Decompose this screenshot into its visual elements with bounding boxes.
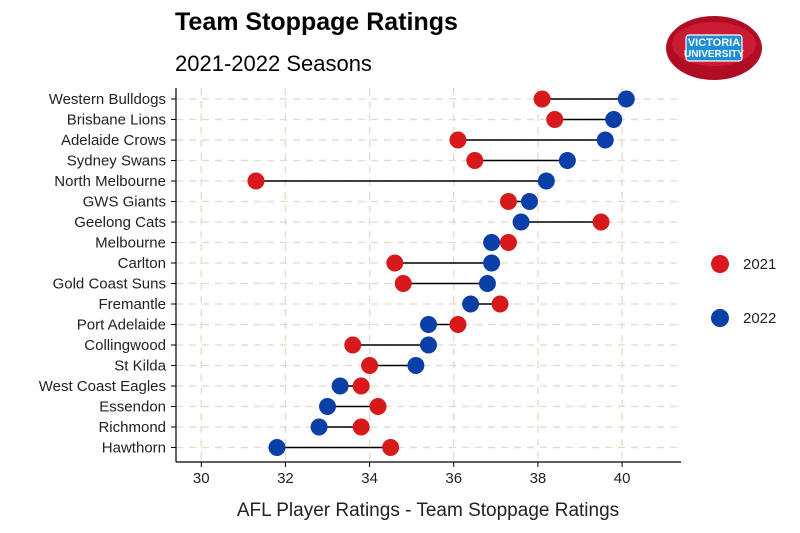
team-labels: Western Bulldogs Brisbane Lions Adelaide C… <box>39 91 167 457</box>
point-2021 <box>546 111 564 128</box>
point-2022 <box>617 90 635 108</box>
point-2022 <box>420 316 437 333</box>
dumbbell-segments <box>255 98 627 449</box>
logo-line1: VICTORIA <box>688 37 740 49</box>
team-label: Sydney Swans <box>67 153 166 170</box>
logo-line2: UNIVERSITY <box>684 49 744 60</box>
point-2021 <box>344 336 362 354</box>
point-2022 <box>310 418 328 436</box>
point-2021 <box>247 172 265 190</box>
point-2022 <box>420 336 437 354</box>
point-2021 <box>592 213 610 231</box>
point-2022 <box>483 254 501 272</box>
team-label: Gold Coast Suns <box>53 276 166 293</box>
point-2021 <box>466 152 484 169</box>
point-2021 <box>491 295 509 313</box>
team-label: Brisbane Lions <box>67 112 166 129</box>
point-2022 <box>407 357 425 374</box>
team-label: Fremantle <box>98 296 166 313</box>
point-2021 <box>449 316 467 333</box>
x-axis-ticks: 30 32 34 36 38 40 <box>171 98 631 487</box>
legend-label-2022: 2022 <box>743 310 776 327</box>
point-2021 <box>394 275 412 292</box>
point-2021 <box>361 357 379 374</box>
team-label: West Coast Eagles <box>39 378 166 395</box>
victoria-university-football-logo: VICTORIA UNIVERSITY <box>666 16 762 80</box>
point-2021 <box>499 234 517 251</box>
team-label: GWS Giants <box>83 194 166 211</box>
point-2022 <box>605 111 623 128</box>
legend-key-2022 <box>711 309 729 327</box>
legend-label-2021: 2021 <box>743 256 776 273</box>
team-label: Carlton <box>118 255 166 272</box>
point-2021 <box>382 439 400 456</box>
point-2022 <box>558 152 576 169</box>
chart-title: Team Stoppage Ratings <box>175 8 458 36</box>
x-tick-label-36: 36 <box>445 470 462 487</box>
x-tick-label-30: 30 <box>193 470 210 487</box>
team-label: Geelong Cats <box>74 214 166 231</box>
point-2021 <box>499 193 517 210</box>
legend: 2021 2022 <box>711 255 776 327</box>
point-2022 <box>521 193 538 210</box>
point-2022 <box>512 213 530 231</box>
team-label: Melbourne <box>95 235 166 252</box>
point-2021 <box>369 398 387 415</box>
point-2021 <box>352 377 370 395</box>
point-2021 <box>449 131 467 149</box>
team-label: North Melbourne <box>54 173 166 190</box>
point-2022 <box>478 275 496 292</box>
x-axis-title: AFL Player Ratings - Team Stoppage Ratin… <box>237 500 619 521</box>
point-2022 <box>462 295 480 313</box>
team-label: Adelaide Crows <box>61 132 166 149</box>
axes <box>175 88 681 463</box>
point-2021 <box>352 418 370 436</box>
point-2021 <box>533 90 551 108</box>
x-tick-label-38: 38 <box>530 470 547 487</box>
team-label: Richmond <box>98 419 166 436</box>
point-2022 <box>331 377 349 395</box>
point-2022 <box>596 131 614 149</box>
point-2022 <box>483 234 501 251</box>
chart-subtitle: 2021-2022 Seasons <box>175 51 372 76</box>
x-tick-label-32: 32 <box>277 470 294 487</box>
point-2022 <box>268 439 286 456</box>
point-2021 <box>386 254 404 272</box>
data-points <box>247 90 635 456</box>
team-label: Western Bulldogs <box>49 91 166 108</box>
x-tick-label-34: 34 <box>361 470 378 487</box>
team-label: St Kilda <box>114 358 166 375</box>
legend-key-2021 <box>711 255 729 273</box>
team-label: Essendon <box>99 399 166 416</box>
team-label: Port Adelaide <box>77 317 166 334</box>
x-tick-label-40: 40 <box>614 470 631 487</box>
point-2022 <box>537 172 555 190</box>
point-2022 <box>319 398 336 415</box>
team-label: Hawthorn <box>102 440 166 457</box>
team-label: Collingwood <box>84 337 166 354</box>
